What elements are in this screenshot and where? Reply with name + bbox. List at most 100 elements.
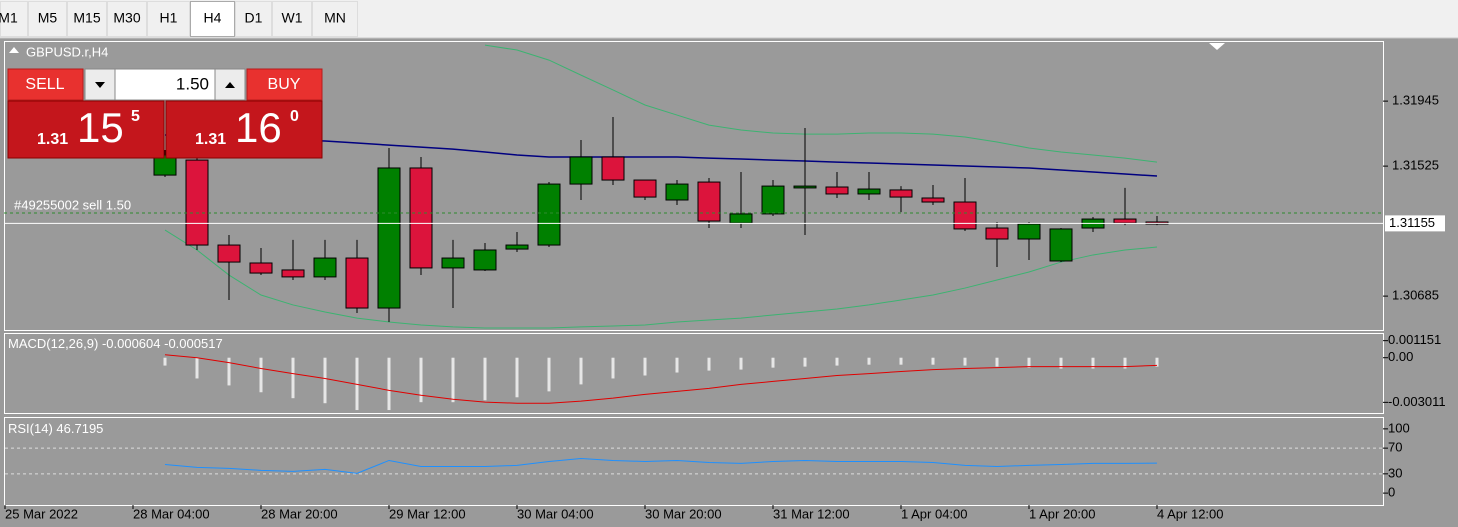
x-tick-label: 31 Mar 12:00 xyxy=(773,506,850,521)
x-tick-label: 28 Mar 04:00 xyxy=(133,506,210,521)
shift-marker xyxy=(1209,43,1225,50)
candle-body xyxy=(665,183,689,201)
timeframe-label: W1 xyxy=(282,10,303,26)
ask-pip: 0 xyxy=(290,108,299,125)
buy-text: BUY xyxy=(268,76,301,93)
x-tick-label: 29 Mar 12:00 xyxy=(389,506,466,521)
timeframe-button[interactable] xyxy=(0,1,28,37)
candle-body xyxy=(1049,228,1073,262)
macd-bar xyxy=(227,357,231,386)
macd-bar xyxy=(1123,357,1127,369)
candle-body xyxy=(825,186,849,195)
rsi-line xyxy=(164,458,1158,474)
y-tick-label: 70 xyxy=(1388,440,1402,455)
symbol-label: GBPUSD.r,H4 xyxy=(26,44,108,59)
candle-body xyxy=(185,159,209,246)
timeframe-button[interactable] xyxy=(272,1,312,37)
x-tick-label: 30 Mar 04:00 xyxy=(517,506,594,521)
rsi-panel xyxy=(4,417,1384,506)
candle-body xyxy=(537,183,561,246)
macd-bar xyxy=(1027,357,1031,368)
indicator-line xyxy=(164,229,1158,329)
macd-bar xyxy=(963,357,967,366)
macd-bar xyxy=(355,357,359,411)
y-tick-label: 30 xyxy=(1388,465,1402,480)
macd-bar xyxy=(419,357,423,403)
y-tick-label: 0 xyxy=(1388,485,1395,500)
indicator-line xyxy=(484,44,1158,163)
candle-body xyxy=(761,185,785,215)
timeframe-button[interactable] xyxy=(28,1,67,37)
candle-body xyxy=(793,185,817,189)
macd-bar xyxy=(803,357,807,367)
ask-big: 1.31 xyxy=(195,131,226,148)
macd-bar xyxy=(547,357,551,392)
timeframe-label: H4 xyxy=(204,10,222,26)
candle-body xyxy=(953,201,977,230)
macd-bar xyxy=(579,357,583,385)
up-arrow xyxy=(225,82,235,88)
timeframe-button[interactable] xyxy=(147,1,190,37)
candle-body xyxy=(729,213,753,224)
rsi-label: RSI(14) 46.7195 xyxy=(8,421,103,436)
macd-panel xyxy=(4,333,1384,414)
macd-main: -0.000604 xyxy=(102,336,161,351)
y-tick-label: 100 xyxy=(1388,420,1410,435)
main-panel xyxy=(4,41,1384,331)
y-tick-label: 1.30685 xyxy=(1392,288,1439,303)
x-tick-label: 1 Apr 20:00 xyxy=(1029,506,1096,521)
sell-text: SELL xyxy=(25,76,64,93)
ask-box[interactable] xyxy=(165,100,323,159)
bid-big: 1.31 xyxy=(37,131,68,148)
candle-body xyxy=(985,227,1009,240)
trade-panel: SELL 1.50 BUY 1.31 15 5 1.31 16 0 xyxy=(7,68,323,159)
macd-bar xyxy=(515,357,519,398)
candle-body xyxy=(281,269,305,278)
timeframe-button[interactable] xyxy=(107,1,147,37)
y-tick-label: 1.31525 xyxy=(1392,158,1439,173)
macd-bar xyxy=(259,357,263,393)
candle-body xyxy=(345,257,369,309)
lot-value: 1.50 xyxy=(176,74,209,93)
timeframe-label: M15 xyxy=(73,10,100,26)
price-label: 1.31155 xyxy=(1389,215,1435,230)
macd-bar xyxy=(1059,357,1063,369)
x-tick-label: 4 Apr 12:00 xyxy=(1157,506,1224,521)
macd-bar xyxy=(707,357,711,371)
macd-bar xyxy=(931,357,935,365)
x-tick-label: 1 Apr 04:00 xyxy=(901,506,968,521)
candle-body xyxy=(249,262,273,274)
candle-body xyxy=(889,189,913,198)
candle-body xyxy=(473,249,497,271)
timeframe-button[interactable] xyxy=(312,1,358,37)
indicator-line xyxy=(164,134,1158,177)
y-tick-label: 1.31945 xyxy=(1392,93,1439,108)
macd-bar xyxy=(899,357,903,365)
timeframe-button[interactable] xyxy=(190,1,235,37)
timeframe-label: H1 xyxy=(160,10,178,26)
x-tick-label: 30 Mar 20:00 xyxy=(645,506,722,521)
buy-button[interactable] xyxy=(246,68,323,101)
timeframe-button[interactable] xyxy=(235,1,272,37)
macd-bar xyxy=(163,357,167,366)
candle-body xyxy=(569,156,593,185)
ask-main: 16 xyxy=(235,104,282,151)
timeframe-button[interactable] xyxy=(67,1,107,37)
candle-body xyxy=(1017,223,1041,240)
timeframe-label: MN xyxy=(324,10,346,26)
y-tick-label: 0.001151 xyxy=(1388,332,1441,347)
candle-body xyxy=(857,188,881,195)
x-tick-label: 25 Mar 2022 xyxy=(5,506,78,521)
macd-bar xyxy=(675,357,679,373)
bid-box[interactable] xyxy=(7,100,165,159)
candle-body xyxy=(153,154,177,176)
sell-button[interactable] xyxy=(7,68,84,101)
timeframe-label: M30 xyxy=(113,10,140,26)
rsi-title: RSI(14) xyxy=(8,421,53,436)
macd-bar xyxy=(739,357,743,370)
timeframe-label: M1 xyxy=(0,10,18,26)
plot: 1.31945 1.31525 1.30685 0.001151 0.00 -0.0030… xyxy=(4,44,1446,521)
y-tick-label: -0.003011 xyxy=(1388,394,1446,409)
